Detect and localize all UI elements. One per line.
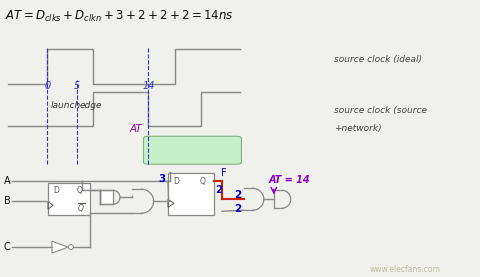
Text: D: D [173,177,179,186]
Text: AT = 14: AT = 14 [269,175,311,185]
Polygon shape [52,241,68,253]
Text: 14: 14 [142,81,155,91]
Text: www.elecfans.com: www.elecfans.com [370,265,441,274]
Text: +network): +network) [334,124,382,134]
FancyBboxPatch shape [100,190,113,204]
Text: 0: 0 [44,81,50,91]
Text: source clock (ideal): source clock (ideal) [334,55,422,64]
Text: F: F [221,168,227,178]
Text: 2: 2 [234,190,241,200]
Text: 2: 2 [234,204,241,214]
Text: C: C [4,242,11,252]
Text: 2: 2 [215,185,222,195]
FancyBboxPatch shape [168,173,214,215]
Text: 5: 5 [73,81,80,91]
FancyBboxPatch shape [48,183,90,215]
Circle shape [69,245,73,250]
Text: $AT = D_{clks} + D_{clkn} + 3 + 2 + 2 + 2 = 14ns$: $AT = D_{clks} + D_{clkn} + 3 + 2 + 2 + … [5,9,233,24]
Text: launch: launch [50,101,81,110]
Text: 3: 3 [158,174,165,184]
Text: B: B [4,196,11,206]
Text: $\overline{Q}$: $\overline{Q}$ [77,202,85,215]
Text: A: A [4,176,11,186]
Text: edge: edge [80,101,102,110]
Text: Q: Q [77,186,83,195]
FancyBboxPatch shape [144,136,241,164]
Text: AT: AT [129,124,142,134]
Text: D: D [53,186,59,195]
Text: Q: Q [200,177,206,186]
Text: source clock (source: source clock (source [334,106,427,115]
